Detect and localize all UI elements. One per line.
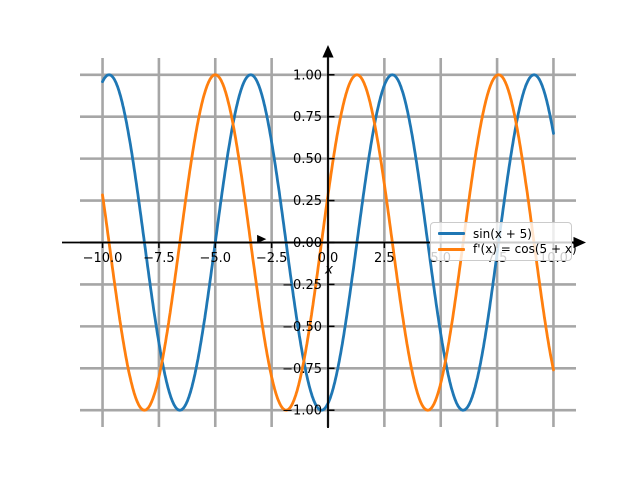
x-axis-arrow — [573, 236, 586, 249]
x-tick-label: −10.0 — [83, 251, 123, 266]
legend: sin(x + 5) f'(x) = cos(5 + x) — [430, 222, 577, 261]
y-axis-arrow — [322, 45, 334, 58]
x-axis-label: x — [324, 262, 334, 278]
y-tick-label: 0.50 — [293, 152, 322, 167]
y-tick-label: 1.00 — [293, 68, 322, 83]
legend-entry-cos: f'(x) = cos(5 + x) — [438, 243, 577, 255]
y-tick-label: −0.75 — [282, 362, 322, 377]
y-tick-label: 0.75 — [293, 110, 322, 125]
legend-label-sin: sin(x + 5) — [473, 226, 532, 241]
legend-line-sample-orange — [438, 247, 465, 251]
stray-arrow-marker — [257, 234, 267, 244]
x-tick-label: −7.5 — [143, 251, 175, 266]
y-tick-label: −0.50 — [282, 320, 322, 335]
legend-line-sample-blue — [438, 232, 465, 236]
legend-label-cos: f'(x) = cos(5 + x) — [473, 242, 577, 257]
y-tick-label: −0.25 — [282, 278, 322, 293]
y-tick-label: 0.00 — [293, 236, 322, 251]
y-tick-label: −1.00 — [282, 404, 322, 419]
x-tick-label: −2.5 — [256, 251, 288, 266]
y-tick-label: 0.25 — [293, 194, 322, 209]
legend-entry-sin: sin(x + 5) — [438, 228, 566, 240]
x-tick-label: 2.5 — [374, 251, 395, 266]
x-tick-label: −5.0 — [199, 251, 231, 266]
